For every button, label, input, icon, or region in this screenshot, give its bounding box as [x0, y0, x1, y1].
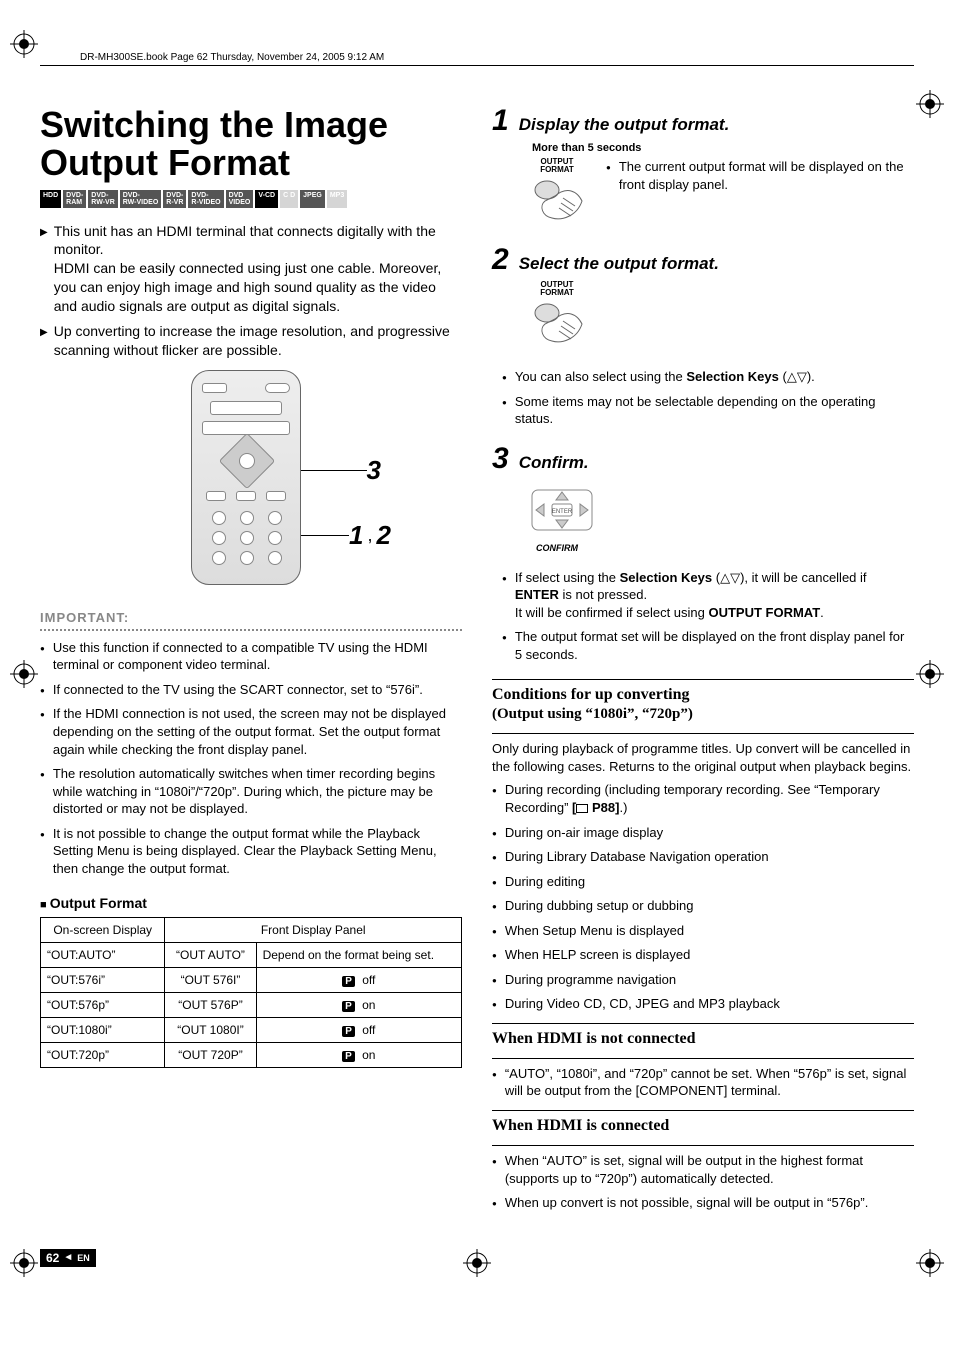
crop-mark-icon	[916, 1249, 944, 1277]
table-row: “OUT:576p”“OUT 576P”P on	[41, 993, 462, 1018]
page-title: Switching the Image Output Format	[40, 106, 462, 182]
dotted-rule	[40, 629, 462, 631]
intro-item: ▶This unit has an HDMI terminal that con…	[40, 222, 462, 316]
crop-mark-icon	[463, 1249, 491, 1277]
output-format-table: On-screen Display Front Display Panel “O…	[40, 917, 462, 1068]
table-row: “OUT:576i”“OUT 576I”P off	[41, 968, 462, 993]
important-item: Use this function if connected to a comp…	[40, 639, 462, 674]
condition-item: During Library Database Navigation opera…	[492, 848, 914, 866]
format-badge: HDD	[40, 190, 61, 208]
crop-mark-icon	[10, 1249, 38, 1277]
format-badge: DVD-RW-VIDEO	[120, 190, 162, 208]
conditions-list: During recording (including temporary re…	[492, 781, 914, 1012]
format-badge: V-CD	[255, 190, 278, 208]
table-row: “OUT:720p”“OUT 720P”P on	[41, 1043, 462, 1068]
intro-item: ▶Up converting to increase the image res…	[40, 322, 462, 360]
conditions-title: Conditions for up converting	[492, 686, 914, 704]
step: 2 Select the output format. OUTPUTFORMAT Yo…	[492, 245, 914, 428]
hdmi-yes-title: When HDMI is connected	[492, 1117, 914, 1135]
format-badge: DVDVIDEO	[226, 190, 254, 208]
format-badges: HDDDVD-RAMDVD-RW-VRDVD-RW-VIDEODVD-R-VRD…	[40, 190, 462, 208]
important-list: Use this function if connected to a comp…	[40, 639, 462, 878]
crop-mark-icon	[916, 660, 944, 688]
left-column: Switching the Image Output Format HDDDVD…	[40, 106, 462, 1219]
important-label: IMPORTANT:	[40, 610, 462, 625]
format-badge: C D	[280, 190, 298, 208]
format-badge: DVD-R-VIDEO	[188, 190, 223, 208]
conditions-intro: Only during playback of programme titles…	[492, 740, 914, 775]
condition-item: During programme navigation	[492, 971, 914, 989]
step-note: Some items may not be selectable dependi…	[502, 393, 914, 428]
important-item: If the HDMI connection is not used, the …	[40, 705, 462, 758]
condition-item: During Video CD, CD, JPEG and MP3 playba…	[492, 995, 914, 1013]
callout-2: 2	[377, 520, 391, 551]
step-subtitle: More than 5 seconds	[532, 142, 914, 154]
hdmi-not-title: When HDMI is not connected	[492, 1030, 914, 1048]
format-badge: MP3	[327, 190, 347, 208]
condition-item: During dubbing setup or dubbing	[492, 897, 914, 915]
conditions-subtitle: (Output using “1080i”, “720p”)	[492, 706, 914, 723]
step-number: 2	[492, 245, 509, 275]
right-column: 1 Display the output format. More than 5 s…	[492, 106, 914, 1219]
step-note: If select using the Selection Keys (△▽),…	[502, 569, 914, 622]
condition-item: During recording (including temporary re…	[492, 781, 914, 816]
triangle-left-icon: ◄	[63, 1252, 73, 1263]
step-note: You can also select using the Selection …	[502, 368, 914, 386]
crop-mark-icon	[10, 660, 38, 688]
page-number: 62	[46, 1251, 59, 1265]
step-title: Confirm.	[519, 453, 589, 473]
important-item: If connected to the TV using the SCART c…	[40, 681, 462, 699]
hdmi-yes-list: When “AUTO” is set, signal will be outpu…	[492, 1152, 914, 1212]
format-badge: DVD-R-VR	[163, 190, 186, 208]
table-row: “OUT:AUTO”“OUT AUTO”Depend on the format…	[41, 943, 462, 968]
step-number: 1	[492, 106, 509, 136]
hdmi-not-list: “AUTO”, “1080i”, and “720p” cannot be se…	[492, 1065, 914, 1100]
format-badge: DVD-RW-VR	[88, 190, 117, 208]
hdmi-yes-item: When up convert is not possible, signal …	[492, 1194, 914, 1212]
intro-list: ▶This unit has an HDMI terminal that con…	[40, 222, 462, 360]
table-header: Front Display Panel	[165, 918, 462, 943]
crop-mark-icon	[10, 30, 38, 58]
step-title: Select the output format.	[519, 254, 719, 274]
step-note: The current output format will be displa…	[606, 158, 914, 193]
press-button-icon: OUTPUTFORMAT	[522, 158, 592, 229]
step-title: Display the output format.	[519, 115, 730, 135]
callout-3: 3	[367, 455, 381, 486]
condition-item: During on-air image display	[492, 824, 914, 842]
condition-item: During editing	[492, 873, 914, 891]
important-item: The resolution automatically switches wh…	[40, 765, 462, 818]
important-item: It is not possible to change the output …	[40, 825, 462, 878]
step-number: 3	[492, 444, 509, 474]
remote-illustration: 3 1 , 2	[111, 370, 391, 590]
step: 1 Display the output format. More than 5 s…	[492, 106, 914, 229]
table-row: “OUT:1080i”“OUT 1080I”P off	[41, 1018, 462, 1043]
format-badge: JPEG	[300, 190, 325, 208]
hdmi-yes-item: When “AUTO” is set, signal will be outpu…	[492, 1152, 914, 1187]
page-lang: EN	[77, 1253, 90, 1263]
press-button-icon: OUTPUTFORMAT	[522, 281, 592, 352]
svg-text:ENTER: ENTER	[552, 509, 573, 515]
condition-item: When HELP screen is displayed	[492, 946, 914, 964]
table-header: On-screen Display	[41, 918, 165, 943]
press-button-icon: ENTERCONFIRM	[522, 480, 592, 553]
step-note: The output format set will be displayed …	[502, 628, 914, 663]
callout-sep: ,	[368, 525, 373, 546]
format-badge: DVD-RAM	[63, 190, 86, 208]
callout-1: 1	[349, 520, 363, 551]
condition-item: When Setup Menu is displayed	[492, 922, 914, 940]
crop-mark-icon	[916, 90, 944, 118]
hdmi-not-item: “AUTO”, “1080i”, and “720p” cannot be se…	[492, 1065, 914, 1100]
output-format-heading: Output Format	[40, 895, 462, 911]
book-header: DR-MH300SE.book Page 62 Thursday, Novemb…	[40, 50, 914, 66]
step: 3 Confirm. ENTERCONFIRM If select using the…	[492, 444, 914, 664]
